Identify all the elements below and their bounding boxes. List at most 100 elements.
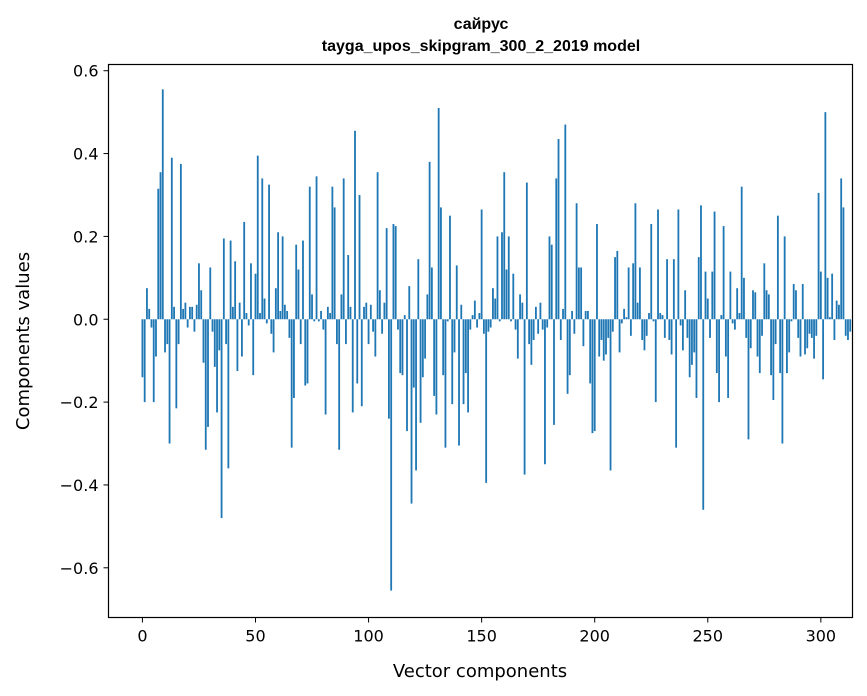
bar xyxy=(430,267,433,320)
bar xyxy=(449,215,451,320)
bar xyxy=(731,319,734,324)
bar xyxy=(229,240,232,320)
bar xyxy=(537,319,540,334)
bar xyxy=(148,308,151,320)
bar xyxy=(270,319,273,334)
bar xyxy=(480,209,483,320)
bar xyxy=(654,319,657,403)
bar xyxy=(770,319,772,376)
bar xyxy=(842,207,845,320)
bar xyxy=(539,302,542,320)
bar xyxy=(369,304,372,320)
bar xyxy=(324,319,327,415)
bar xyxy=(593,319,596,432)
bar xyxy=(349,306,352,320)
bar xyxy=(455,265,458,320)
bar xyxy=(627,267,630,320)
bar xyxy=(428,161,431,320)
bar xyxy=(435,319,438,415)
bar xyxy=(415,319,417,471)
bar xyxy=(315,176,318,320)
bar xyxy=(607,319,610,338)
bar xyxy=(810,319,813,338)
bar xyxy=(279,310,282,320)
bar xyxy=(559,319,562,340)
bar xyxy=(507,236,510,320)
bar xyxy=(492,288,494,320)
bar xyxy=(838,304,840,320)
bar xyxy=(209,267,212,320)
bar xyxy=(528,319,531,345)
bar xyxy=(514,319,517,330)
bar xyxy=(772,319,775,401)
bar xyxy=(354,130,356,320)
bar xyxy=(378,290,381,320)
bar xyxy=(331,186,334,320)
x-tick-label: 150 xyxy=(466,627,497,646)
bar xyxy=(419,319,422,423)
bar xyxy=(776,215,779,320)
bar xyxy=(211,319,214,332)
bar-series xyxy=(141,89,852,591)
bar xyxy=(351,319,354,413)
bar xyxy=(833,319,836,340)
y-tick-label: −0.6 xyxy=(60,559,99,578)
bar xyxy=(666,259,668,320)
bar xyxy=(372,319,374,332)
bar xyxy=(571,310,573,320)
bar xyxy=(498,319,501,322)
bar xyxy=(602,319,605,361)
bar xyxy=(189,306,191,320)
bar xyxy=(365,302,368,320)
bar xyxy=(844,319,847,336)
bar xyxy=(512,273,515,320)
bar xyxy=(598,319,601,357)
bar xyxy=(191,306,194,320)
bar xyxy=(758,319,761,374)
bar xyxy=(709,319,711,338)
bar xyxy=(207,319,209,427)
chart-title-line2: tayga_upos_skipgram_300_2_2019 model xyxy=(322,38,640,55)
bar xyxy=(320,310,322,320)
bar xyxy=(573,319,576,334)
x-tick-label: 300 xyxy=(806,627,837,646)
bar xyxy=(686,319,689,338)
bar xyxy=(557,139,560,320)
bar xyxy=(200,290,203,320)
bar xyxy=(473,300,476,320)
bar xyxy=(706,298,709,320)
bar xyxy=(288,319,291,338)
bar xyxy=(336,319,338,345)
bar xyxy=(173,306,175,320)
bar xyxy=(424,319,426,359)
bar xyxy=(467,319,469,413)
bar xyxy=(417,259,420,320)
bar xyxy=(290,319,293,448)
bar xyxy=(313,319,316,322)
bar xyxy=(146,288,148,320)
bar xyxy=(523,319,526,475)
chart-title-line1: сайрус xyxy=(454,16,509,33)
bar xyxy=(672,259,675,320)
bar xyxy=(421,319,424,378)
bar xyxy=(641,319,644,340)
bar xyxy=(272,319,275,353)
bar xyxy=(182,308,185,320)
bar xyxy=(406,319,408,432)
bar xyxy=(297,269,300,320)
bar xyxy=(826,277,829,320)
bar xyxy=(501,232,503,320)
bar xyxy=(392,223,395,320)
bar xyxy=(367,319,370,345)
bar xyxy=(381,319,384,334)
bar xyxy=(684,290,687,320)
bar xyxy=(546,319,549,328)
bar xyxy=(202,319,205,363)
bar xyxy=(591,319,594,434)
bar xyxy=(670,319,673,355)
bar xyxy=(713,211,716,320)
bar xyxy=(763,263,766,320)
bar xyxy=(462,319,465,405)
bar xyxy=(408,286,411,320)
